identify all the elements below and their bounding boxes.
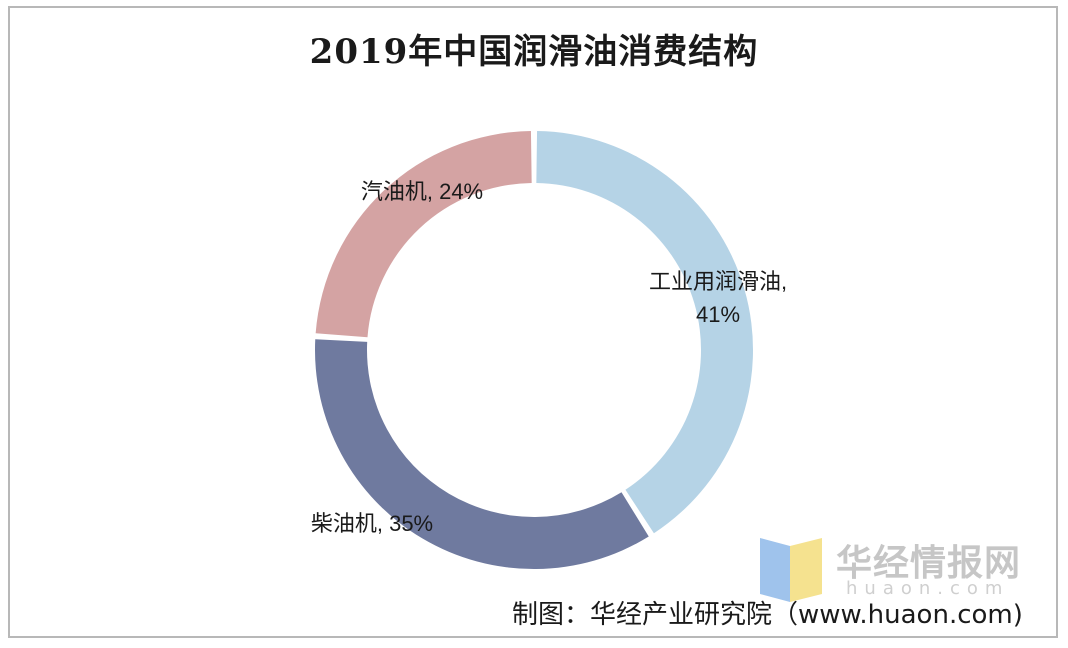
slice-labels: 工业用润滑油, 41% 柴油机, 35% 汽油机, 24% — [311, 179, 787, 536]
watermark-name: 华经情报网 — [836, 543, 1022, 584]
slice-value-industrial: 41% — [696, 302, 740, 327]
huaon-logo-icon — [760, 538, 822, 602]
watermark-url: huaon.com — [846, 578, 1010, 599]
slice-label-industrial: 工业用润滑油, — [649, 269, 787, 294]
slice-label-gasoline: 汽油机, 24% — [361, 179, 483, 204]
slice-0 — [536, 131, 753, 534]
chart-title: 2019年中国润滑油消费结构 — [309, 32, 759, 72]
slice-label-diesel: 柴油机, 35% — [311, 511, 433, 536]
slice-1 — [314, 339, 649, 569]
donut-slices — [314, 131, 753, 569]
slice-2 — [315, 131, 532, 338]
source-note: 制图：华经产业研究院（www.huaon.com) — [512, 600, 1023, 630]
